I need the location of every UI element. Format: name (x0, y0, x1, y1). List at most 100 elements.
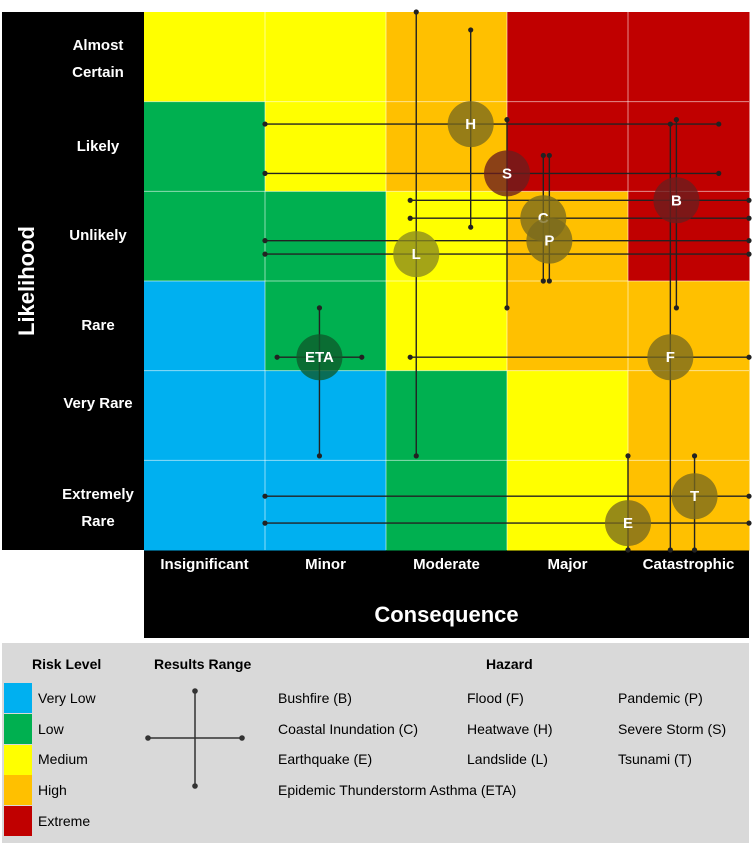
y-tick-likely: Likely (76, 138, 120, 155)
range-end-l-0 (262, 251, 268, 257)
risk-cell-4-1 (265, 370, 387, 461)
legend-hazard-landslide: Landslide (L) (467, 751, 548, 767)
risk-cell-0-1 (265, 12, 387, 103)
range-end-t-0 (262, 493, 268, 499)
x-tick-insignificant: Insignificant (160, 556, 249, 573)
bubble-label-s: S (502, 165, 512, 182)
legend-hazard-eta: Epidemic Thunderstorm Asthma (ETA) (278, 782, 517, 798)
range-end-p-1 (746, 238, 752, 244)
risk-cell-3-2 (386, 281, 508, 372)
x-tick-moderate: Moderate (413, 556, 480, 573)
range-end-s-2 (504, 305, 510, 311)
bubble-s (484, 150, 530, 197)
bubble-l (393, 231, 440, 278)
bubble-label-eta: ETA (305, 349, 334, 366)
range-end-h-0 (262, 121, 268, 127)
swatch-low (4, 714, 32, 744)
range-end-s-1 (716, 170, 722, 176)
swatch-very-low (4, 683, 32, 713)
y-axis-band (2, 12, 144, 550)
bubble-h (447, 101, 494, 148)
range-end-c-0 (407, 215, 413, 221)
range-end-f-0 (407, 354, 413, 360)
bubble-label-p: P (544, 233, 554, 250)
swatch-extreme (4, 806, 32, 836)
bubble-label-e: E (623, 515, 633, 532)
range-end-t-2 (691, 547, 698, 553)
risk-cell-4-3 (507, 370, 629, 461)
x-axis-band (144, 550, 749, 638)
risk-cell-5-1 (265, 460, 387, 551)
range-end-p-0 (262, 238, 268, 244)
y-tick-rare: Rare (81, 317, 115, 334)
risk-cell-4-4 (628, 370, 750, 461)
risk-cell-5-3 (507, 460, 629, 551)
risk-cell-3-3 (507, 281, 629, 372)
risk-cell-0-0 (144, 12, 266, 103)
bubble-label-b: B (671, 192, 682, 209)
range-end-f-3 (667, 121, 673, 127)
legend-hazard-bushfire: Bushfire (B) (278, 690, 352, 706)
bubble-eta (296, 334, 343, 381)
x-axis-title: Consequence (374, 602, 519, 627)
swatch-medium (4, 745, 32, 775)
hazard-bubbles: HSBCPLETAFTE (296, 101, 718, 547)
range-end-t-1 (746, 493, 752, 499)
risk-cell-0-2 (386, 12, 508, 103)
range-end-e-0 (262, 520, 268, 526)
legend-level-high: High (38, 782, 67, 798)
bubble-p (526, 217, 573, 264)
bubble-t (671, 473, 718, 520)
range-end-b-2 (673, 305, 680, 311)
y-tick-unlikely: Unlikely (69, 227, 127, 244)
legend-hazard-title: Hazard (486, 656, 533, 672)
range-end-h-2 (468, 224, 474, 230)
risk-cell-0-3 (507, 12, 629, 103)
risk-cell-2-0 (144, 191, 266, 282)
bubble-f (647, 334, 694, 381)
legend-level-extreme: Extreme (38, 813, 91, 829)
legend: Risk Level Results Range Hazard Very Low… (2, 643, 749, 843)
range-end-l-2 (413, 453, 419, 459)
range-end-e-3 (625, 453, 631, 459)
range-end-b-3 (673, 117, 680, 123)
range-end-l-3 (413, 9, 419, 15)
legend-hazard-flood: Flood (F) (467, 690, 524, 706)
legend-range-title: Results Range (154, 656, 252, 672)
swatch-high (4, 775, 32, 805)
legend-risk-title: Risk Level (32, 656, 102, 672)
risk-cell-4-2 (386, 370, 508, 461)
legend-hazard-heatwave: Heatwave (H) (467, 721, 553, 737)
range-end-f-2 (667, 547, 673, 553)
range-end-e-2 (625, 547, 631, 553)
range-end-h-3 (468, 27, 474, 33)
range-end-l-1 (746, 251, 752, 257)
range-end-eta-0 (274, 354, 280, 360)
legend-hazard-pandemic: Pandemic (P) (618, 690, 703, 706)
bubble-e (605, 500, 651, 547)
range-end-f-1 (746, 354, 752, 360)
range-end-s-3 (504, 117, 510, 123)
range-end-p-3 (546, 152, 552, 159)
risk-cell-1-4 (628, 101, 750, 192)
range-end-p-2 (546, 278, 552, 284)
risk-cell-1-1 (265, 101, 387, 192)
y-tick-almost-certain: Almost Certain (72, 37, 124, 81)
legend-level-very-low: Very Low (38, 690, 96, 706)
range-end-eta-1 (359, 354, 365, 360)
bubble-b (653, 177, 700, 224)
risk-cell-5-0 (144, 460, 266, 551)
legend-hazard-coastal-inundation: Coastal Inundation (C) (278, 721, 419, 737)
legend-hazard-earthquake: Earthquake (E) (278, 751, 373, 767)
range-end-b-1 (746, 197, 752, 203)
legend-hazard-severe-storm: Severe Storm (S) (618, 721, 727, 737)
risk-cell-5-2 (386, 460, 508, 551)
legend-level-medium: Medium (38, 751, 88, 767)
risk-cell-3-0 (144, 281, 266, 372)
range-end-c-3 (540, 152, 546, 159)
risk-cell-1-0 (144, 101, 266, 192)
legend-hazard-tsunami: Tsunami (T) (618, 751, 692, 767)
x-tick-major: Major (547, 556, 588, 573)
x-tick-minor: Minor (305, 556, 346, 573)
range-end-eta-3 (316, 305, 323, 311)
